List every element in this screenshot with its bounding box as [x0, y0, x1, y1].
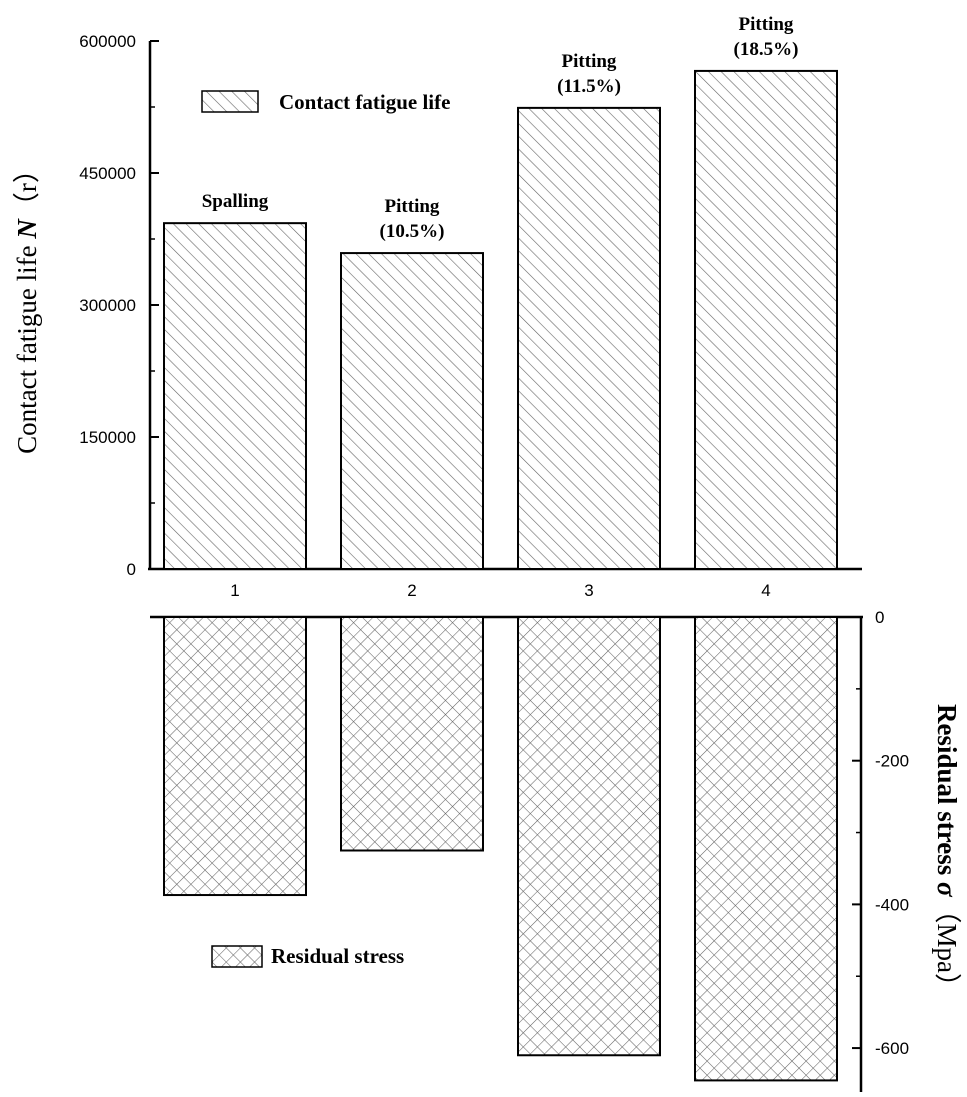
y-tick-label: -600 — [875, 1039, 909, 1058]
bar-annotation: Pitting — [385, 196, 440, 217]
legend-swatch-diagonal — [201, 90, 259, 113]
bottom-bars — [163, 616, 838, 1082]
bar-annotation: Spalling — [202, 191, 269, 212]
y-tick-label: 0 — [127, 560, 136, 579]
bar-contact-fatigue — [340, 252, 484, 571]
bar-residual-stress — [517, 616, 661, 1057]
bar-contact-fatigue — [517, 106, 661, 570]
top-bars — [163, 69, 838, 571]
bottom-y-axis-title: Residual stress σ（Mpa） — [932, 704, 962, 1000]
bar-annotation: (10.5%) — [380, 221, 445, 242]
x-tick-label: 2 — [407, 581, 416, 600]
bar-annotation: Pitting — [739, 14, 794, 35]
bar-contact-fatigue — [694, 69, 838, 570]
bar-residual-stress — [694, 616, 838, 1082]
y-tick-label: -400 — [875, 895, 909, 914]
legend-swatch-crosshatch — [211, 945, 263, 968]
bar-residual-stress — [163, 616, 307, 897]
top-y-ticks: 0 150000 300000 450000 600000 — [79, 32, 159, 579]
y-tick-label: 300000 — [79, 296, 136, 315]
legend-label-residual-stress: Residual stress — [271, 944, 404, 968]
y-tick-label: -200 — [875, 752, 909, 771]
bottom-y-ticks: 0 -200 -400 -600 — [234, 608, 909, 1058]
bar-contact-fatigue — [163, 222, 307, 570]
y-tick-label: 150000 — [79, 428, 136, 447]
top-y-axis-title: Contact fatigue life N（r） — [12, 156, 42, 454]
bar-annotations: Spalling Pitting (10.5%) Pitting (11.5%) Pitt… — [202, 14, 799, 242]
legend-contact-fatigue: Contact fatigue life — [201, 90, 450, 114]
y-tick-label: 450000 — [79, 164, 136, 183]
bar-annotation: Pitting — [562, 51, 617, 72]
legend-residual-stress: Residual stress — [211, 944, 404, 968]
top-x-ticks: 1 2 3 4 — [230, 560, 771, 600]
x-tick-label: 3 — [584, 581, 593, 600]
x-tick-label: 1 — [230, 581, 239, 600]
bar-annotation: (11.5%) — [557, 76, 621, 97]
bar-residual-stress — [340, 616, 484, 852]
x-tick-label: 4 — [761, 581, 770, 600]
y-tick-label: 0 — [875, 608, 884, 627]
y-tick-label: 600000 — [79, 32, 136, 51]
legend-label-contact-fatigue: Contact fatigue life — [279, 90, 450, 114]
bar-annotation: (18.5%) — [734, 39, 799, 60]
